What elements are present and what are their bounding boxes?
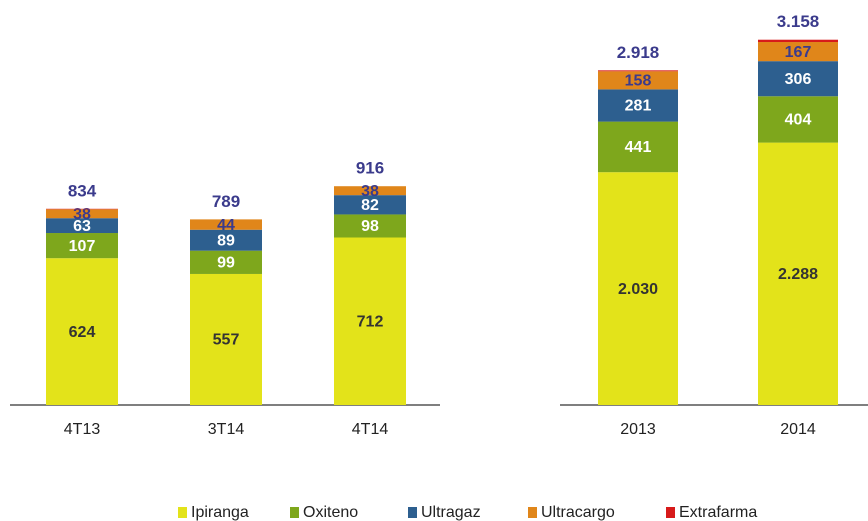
x-tick-label: 2014 — [780, 421, 816, 438]
legend-swatch — [178, 507, 187, 518]
segment-label: 38 — [361, 183, 379, 200]
x-tick-label: 3T14 — [208, 421, 245, 438]
total-label: 916 — [356, 159, 384, 178]
bar-segment — [334, 195, 406, 215]
segment-label: 99 — [217, 255, 235, 272]
x-tick-label: 2013 — [620, 421, 656, 438]
total-label: 2.918 — [617, 43, 660, 62]
segment-label: 2.030 — [618, 281, 658, 298]
legend-label: Oxiteno — [303, 504, 358, 521]
legend-label: Ipiranga — [191, 504, 249, 521]
segment-label: 89 — [217, 232, 235, 249]
bar-segment — [758, 42, 838, 62]
bar-segment — [334, 186, 406, 196]
bar-segment — [46, 209, 118, 219]
segment-label: 404 — [785, 112, 812, 129]
bar-segment — [758, 96, 838, 143]
bar-segment — [598, 70, 678, 72]
legend-swatch — [408, 507, 417, 518]
total-label: 789 — [212, 192, 240, 211]
segment-label: 158 — [625, 73, 652, 90]
bar-segment — [598, 71, 678, 90]
bar-segment — [598, 172, 678, 405]
bar-segment — [758, 39, 838, 43]
bar-segment — [598, 89, 678, 122]
legend-swatch — [666, 507, 675, 518]
bar-segment — [598, 121, 678, 173]
segment-label: 38 — [73, 206, 91, 223]
x-tick-label: 4T14 — [352, 421, 389, 438]
segment-label: 2.288 — [778, 266, 818, 283]
bar-segment — [46, 258, 118, 405]
segment-label: 44 — [217, 217, 235, 234]
segment-label: 441 — [625, 139, 652, 156]
bar-segment — [190, 219, 262, 230]
bar-segment — [758, 142, 838, 405]
bar-segment — [190, 229, 262, 251]
bar-segment — [334, 237, 406, 405]
segment-label: 63 — [73, 218, 91, 235]
bar-segment — [758, 61, 838, 97]
legend-swatch — [290, 507, 299, 518]
bar-segment — [46, 218, 118, 234]
bar-segment — [46, 233, 118, 259]
total-label: 3.158 — [777, 12, 820, 31]
segment-label: 281 — [625, 98, 652, 115]
bar-segment — [334, 214, 406, 238]
segment-label: 557 — [213, 332, 240, 349]
legend-label: Extrafarma — [679, 504, 757, 521]
segment-label: 82 — [361, 197, 379, 214]
legend-label: Ultracargo — [541, 504, 615, 521]
segment-label: 306 — [785, 71, 812, 88]
bar-segment — [190, 273, 262, 405]
segment-label: 624 — [69, 324, 96, 341]
legend-label: Ultragaz — [421, 504, 481, 521]
bar-segment — [190, 250, 262, 274]
segment-label: 167 — [785, 44, 812, 61]
segment-label: 107 — [69, 238, 96, 255]
x-tick-label: 4T13 — [64, 421, 101, 438]
segment-label: 98 — [361, 218, 379, 235]
legend-swatch — [528, 507, 537, 518]
segment-label: 712 — [357, 313, 384, 330]
total-label: 834 — [68, 181, 97, 200]
